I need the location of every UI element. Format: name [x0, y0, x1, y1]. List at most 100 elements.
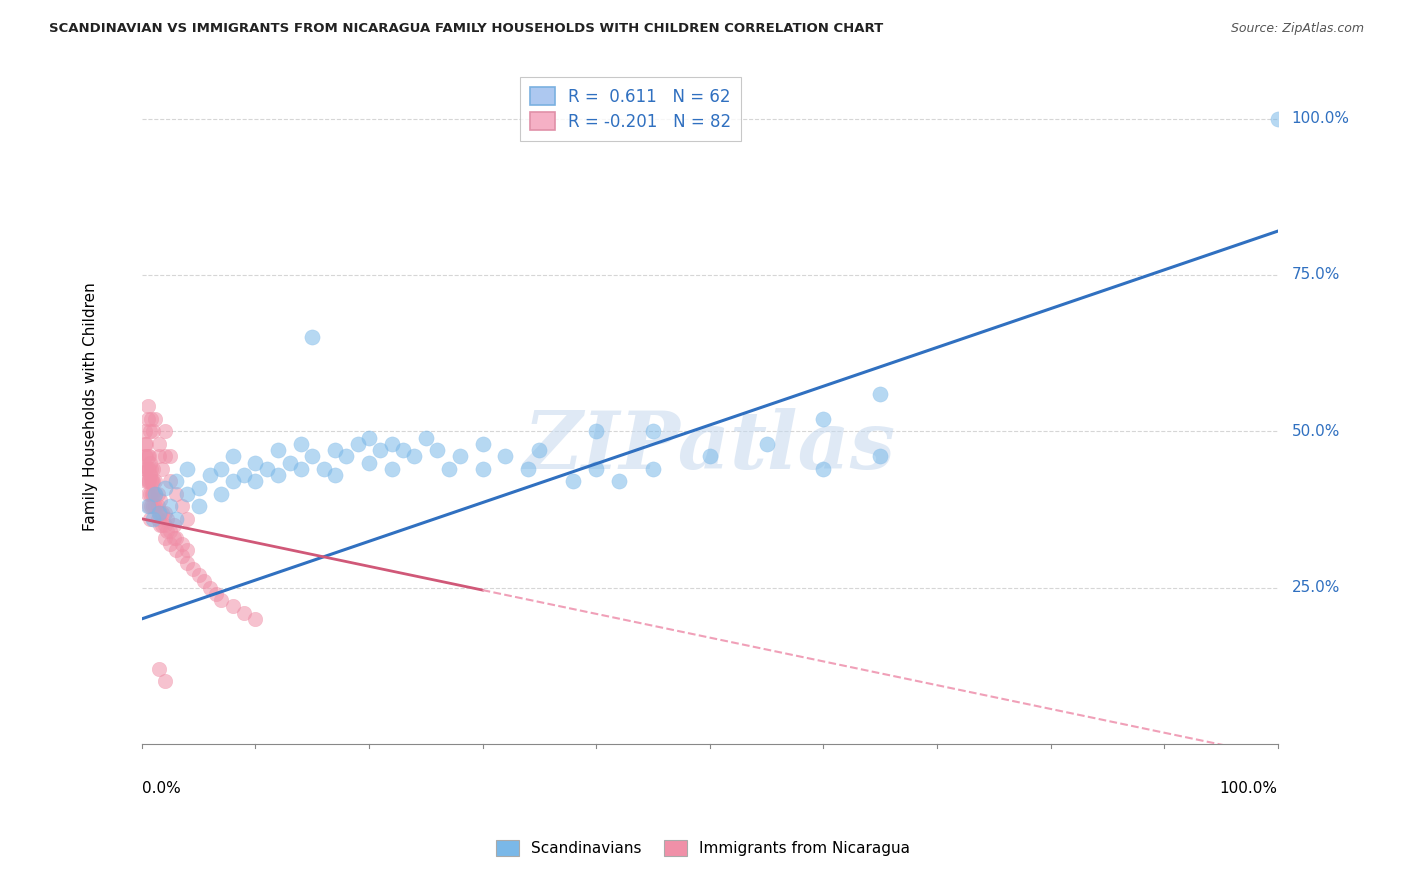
Point [370, 442, 392, 457]
Point [245, 456, 267, 470]
Point [471, 436, 494, 450]
Point [267, 442, 290, 457]
Point [156, 524, 179, 539]
Point [562, 475, 585, 489]
Legend: Scandinavians, Immigrants from Nicaragua: Scandinavians, Immigrants from Nicaragua [489, 834, 917, 862]
Point [165, 543, 187, 558]
Point [146, 512, 169, 526]
Point [135, 462, 157, 476]
Point [136, 500, 159, 514]
Point [437, 462, 460, 476]
Point [148, 662, 170, 676]
Point [1267, 112, 1289, 126]
Point [585, 462, 607, 476]
Point [142, 475, 165, 489]
Point [146, 500, 169, 514]
Point [138, 462, 160, 476]
Point [136, 487, 159, 501]
Point [392, 442, 415, 457]
Point [245, 475, 267, 489]
Text: ZIPatlas: ZIPatlas [523, 408, 896, 485]
Point [162, 531, 184, 545]
Point [139, 411, 162, 425]
Point [165, 475, 187, 489]
Point [134, 436, 156, 450]
Point [142, 512, 165, 526]
Point [209, 462, 232, 476]
Point [134, 450, 156, 464]
Point [494, 450, 516, 464]
Point [139, 475, 162, 489]
Point [165, 512, 187, 526]
Point [222, 475, 245, 489]
Point [153, 518, 176, 533]
Point [142, 487, 165, 501]
Point [323, 442, 346, 457]
Point [209, 487, 232, 501]
Point [134, 424, 156, 438]
Point [301, 450, 323, 464]
Point [139, 456, 162, 470]
Point [256, 462, 278, 476]
Point [153, 424, 176, 438]
Text: 25.0%: 25.0% [1291, 580, 1340, 595]
Point [209, 593, 232, 607]
Point [165, 531, 187, 545]
Point [153, 506, 176, 520]
Point [153, 531, 176, 545]
Point [135, 436, 157, 450]
Point [153, 481, 176, 495]
Point [415, 430, 437, 444]
Point [170, 549, 193, 564]
Point [278, 456, 301, 470]
Point [139, 468, 162, 483]
Point [150, 518, 173, 533]
Point [813, 462, 835, 476]
Point [187, 481, 209, 495]
Point [585, 424, 607, 438]
Point [153, 450, 176, 464]
Point [150, 506, 173, 520]
Point [267, 468, 290, 483]
Point [139, 462, 162, 476]
Point [335, 450, 357, 464]
Legend: R =  0.611   N = 62, R = -0.201   N = 82: R = 0.611 N = 62, R = -0.201 N = 82 [520, 77, 741, 141]
Point [138, 500, 160, 514]
Point [139, 500, 162, 514]
Point [136, 462, 159, 476]
Point [187, 500, 209, 514]
Point [357, 456, 380, 470]
Point [869, 386, 891, 401]
Point [699, 450, 721, 464]
Point [142, 424, 165, 438]
Point [138, 450, 160, 464]
Point [404, 450, 426, 464]
Point [641, 424, 664, 438]
Text: Family Households with Children: Family Households with Children [83, 282, 98, 531]
Point [204, 587, 226, 601]
Point [233, 606, 256, 620]
Point [146, 487, 169, 501]
Point [517, 462, 540, 476]
Text: 100.0%: 100.0% [1291, 111, 1350, 126]
Point [149, 518, 172, 533]
Point [301, 330, 323, 344]
Point [312, 462, 335, 476]
Point [156, 512, 179, 526]
Point [145, 500, 167, 514]
Point [139, 487, 162, 501]
Point [150, 462, 173, 476]
Point [346, 436, 368, 450]
Point [813, 411, 835, 425]
Point [170, 537, 193, 551]
Point [138, 475, 160, 489]
Point [135, 450, 157, 464]
Text: Source: ZipAtlas.com: Source: ZipAtlas.com [1230, 22, 1364, 36]
Point [170, 500, 193, 514]
Point [323, 468, 346, 483]
Point [869, 450, 891, 464]
Point [381, 462, 404, 476]
Point [165, 487, 187, 501]
Point [426, 442, 449, 457]
Text: 75.0%: 75.0% [1291, 268, 1340, 283]
